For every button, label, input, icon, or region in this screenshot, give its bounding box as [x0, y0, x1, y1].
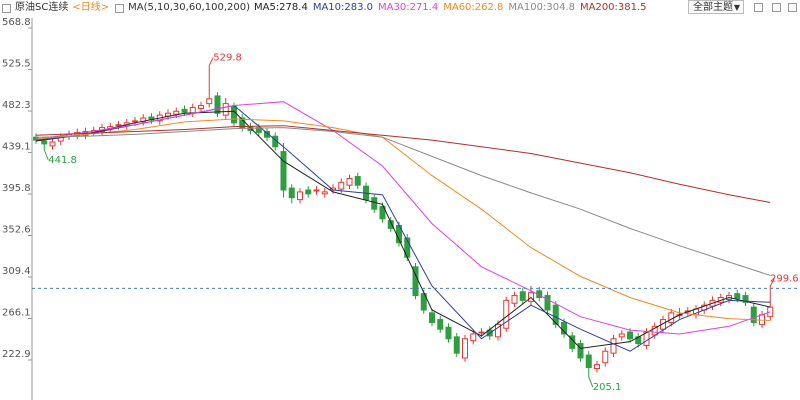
- header: 原油SC连续 <日线> MA(5,10,30,60,100,200) MA5:2…: [0, 0, 800, 16]
- candle-body: [594, 364, 600, 370]
- y-tick-label: 568.8: [2, 17, 31, 28]
- candle-body: [371, 197, 378, 210]
- candle-body: [429, 312, 435, 323]
- legend-entry: MA10:283.0: [312, 2, 374, 13]
- candle-body: [181, 108, 188, 113]
- candle-body: [618, 333, 625, 338]
- arrow: ▼: [733, 3, 740, 12]
- candle-body: [231, 105, 237, 124]
- candle-body: [437, 319, 444, 330]
- y-tick-label: 222.9: [2, 349, 31, 360]
- legend-entry: MA30:271.4: [378, 2, 439, 13]
- chart-title: 原油SC连续: [15, 2, 69, 13]
- y-tick-label: 395.8: [2, 183, 31, 194]
- candle-body: [354, 176, 361, 186]
- theme-dropdown[interactable]: 全部主题 ▼: [688, 0, 744, 14]
- legend-entry: MA5:278.4: [253, 2, 308, 13]
- candle-body: [552, 304, 559, 325]
- y-tick-label: 309.4: [2, 266, 31, 277]
- icon[interactable]: [772, 3, 781, 12]
- y-tick-label: 352.6: [2, 224, 31, 235]
- ma-line: [35, 118, 771, 322]
- extreme-label: 529.8: [213, 52, 242, 63]
- indicator: MA(5,10,30,60,100,200): [128, 2, 250, 13]
- candle-body: [445, 326, 452, 340]
- candle-body: [420, 293, 427, 311]
- candle-body: [222, 103, 229, 116]
- candle-body: [288, 187, 295, 199]
- candle-body: [379, 205, 386, 220]
- candle-body: [602, 350, 609, 364]
- candle-body: [280, 151, 287, 191]
- label-leader: [588, 376, 594, 388]
- y-tick-label: 439.1: [2, 141, 31, 152]
- candle-body: [495, 323, 501, 338]
- candle-body: [206, 98, 213, 105]
- ma-line: [35, 110, 771, 349]
- candle-body: [132, 120, 138, 123]
- icon[interactable]: [754, 3, 763, 12]
- candle-body: [470, 333, 477, 342]
- candle-body: [627, 331, 633, 340]
- candle-body: [321, 191, 328, 195]
- label-leader: [769, 278, 775, 287]
- candle-body: [387, 220, 394, 229]
- candle-body: [519, 291, 526, 301]
- candle-body: [297, 191, 303, 201]
- extreme-label: 299.6: [770, 273, 799, 284]
- theme-label: 全部主题: [693, 2, 733, 13]
- candle-body: [610, 338, 617, 354]
- y-tick-label: 482.3: [2, 100, 31, 111]
- legend: MA5:278.4 MA10:283.0 MA30:271.4 MA60:262.8 M…: [254, 0, 652, 16]
- y-tick-label: 266.1: [2, 308, 31, 319]
- ma-line: [35, 101, 771, 335]
- candle-body: [115, 124, 122, 127]
- icon[interactable]: [115, 3, 125, 13]
- candle-body: [264, 130, 270, 138]
- candle-body: [173, 110, 180, 115]
- icon[interactable]: [788, 3, 797, 12]
- candle-body: [668, 312, 675, 323]
- candle-body: [478, 331, 485, 334]
- candle-body: [346, 177, 353, 186]
- candle-body: [750, 306, 757, 323]
- candle-body: [742, 295, 749, 303]
- candle-body: [734, 293, 741, 299]
- candle-body: [660, 319, 666, 330]
- extreme-label: 205.1: [593, 382, 622, 393]
- candle-body: [577, 343, 584, 359]
- candle-body: [49, 141, 56, 147]
- ma-line: [35, 104, 771, 352]
- candle-body: [305, 189, 312, 195]
- candle-body: [313, 189, 320, 192]
- label-leader: [208, 57, 214, 66]
- candle-body: [503, 299, 510, 329]
- candle-body: [544, 295, 551, 311]
- candle-body: [561, 321, 567, 335]
- candle-body: [585, 354, 592, 369]
- label-leader: [43, 149, 49, 161]
- ma-line: [35, 127, 771, 276]
- period[interactable]: <日线>: [72, 2, 110, 13]
- legend-entry: MA100:304.8: [508, 2, 575, 13]
- legend-entry: MA60:262.8: [443, 2, 504, 13]
- legend-entry: MA200:381.5: [579, 2, 647, 13]
- candle-body: [511, 295, 518, 304]
- candle-body: [198, 105, 204, 109]
- y-tick-label: 525.5: [2, 59, 31, 70]
- icon[interactable]: [2, 3, 11, 13]
- candle-body: [338, 181, 345, 190]
- candle-body: [453, 336, 460, 354]
- candle-body: [462, 338, 468, 359]
- candle-body: [214, 95, 221, 114]
- candle-body: [140, 117, 147, 123]
- ma-line: [35, 125, 771, 203]
- candle-body: [41, 140, 48, 145]
- extreme-label: 441.8: [48, 155, 77, 166]
